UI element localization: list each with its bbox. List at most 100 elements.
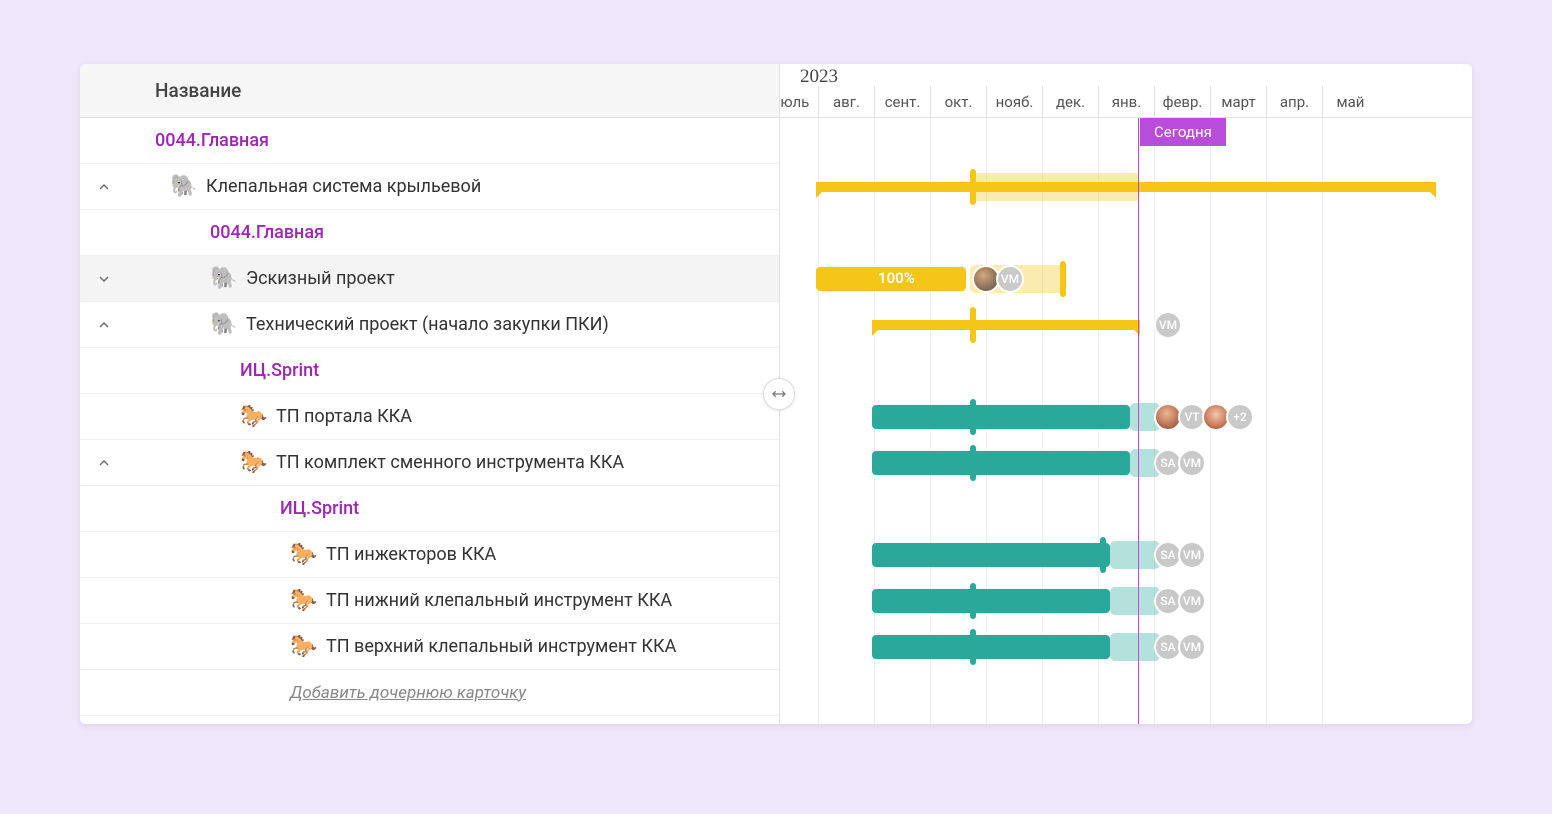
avatar-initials[interactable]: +2 bbox=[1226, 403, 1254, 431]
tree-row-label: Клепальная система крыльевой bbox=[206, 176, 481, 197]
tree-row[interactable]: 🐘 Эскизный проект bbox=[80, 256, 779, 302]
gantt-task-bar[interactable] bbox=[872, 589, 1110, 613]
month-header: янв. bbox=[1098, 86, 1154, 117]
gantt-row: VT+2 bbox=[780, 394, 1472, 440]
assignee-avatars: VM bbox=[1160, 311, 1182, 339]
gantt-task-bar[interactable] bbox=[872, 635, 1110, 659]
tree-row[interactable]: 🐎 ТП портала ККА bbox=[80, 394, 779, 440]
tree-header: Название bbox=[80, 64, 779, 118]
avatar-initials[interactable]: VM bbox=[1178, 541, 1206, 569]
gantt-task-bar[interactable] bbox=[872, 451, 1130, 475]
tree-row[interactable]: 🐘 Технический проект (начало закупки ПКИ) bbox=[80, 302, 779, 348]
tree-row[interactable]: 🐎 ТП верхний клепальный инструмент ККА bbox=[80, 624, 779, 670]
gantt-bar-progress-text: 100% bbox=[878, 269, 915, 287]
today-badge[interactable]: Сегодня bbox=[1140, 118, 1226, 146]
tree-row-label: ТП нижний клепальный инструмент ККА bbox=[326, 590, 672, 611]
tree-row[interactable]: 🐎 ТП инжекторов ККА bbox=[80, 532, 779, 578]
timeline-header: июльавг.сент.окт.нояб.дек.янв.февр.марта… bbox=[780, 86, 1472, 118]
gantt-progress-marker[interactable] bbox=[1060, 261, 1066, 297]
gantt-progress-marker[interactable] bbox=[970, 399, 976, 435]
horse-icon: 🐎 bbox=[290, 541, 318, 569]
horse-icon: 🐎 bbox=[240, 449, 268, 477]
tree-row-label: Технический проект (начало закупки ПКИ) bbox=[246, 314, 609, 335]
assignee-avatars: SAVM bbox=[1160, 541, 1206, 569]
assignee-avatars: VT+2 bbox=[1160, 403, 1254, 431]
gantt-row: 100% VM bbox=[780, 256, 1472, 302]
gantt-row: SAVM bbox=[780, 532, 1472, 578]
month-header: апр. bbox=[1266, 86, 1322, 117]
horse-icon: 🐎 bbox=[240, 403, 268, 431]
tree-row-label: 0044.Главная bbox=[210, 222, 324, 243]
tree-row[interactable]: 0044.Главная bbox=[80, 118, 779, 164]
gantt-summary-bar[interactable] bbox=[872, 320, 1140, 330]
gantt-row: SAVM bbox=[780, 624, 1472, 670]
gantt-bar-planned bbox=[1110, 633, 1160, 661]
elephant-icon: 🐘 bbox=[210, 311, 238, 339]
gantt-progress-marker[interactable] bbox=[970, 583, 976, 619]
tree-row[interactable]: 🐎 ТП нижний клепальный инструмент ККА bbox=[80, 578, 779, 624]
month-header: нояб. bbox=[986, 86, 1042, 117]
gantt-progress-marker[interactable] bbox=[970, 445, 976, 481]
assignee-avatars: SAVM bbox=[1160, 449, 1206, 477]
panel-resize-handle[interactable] bbox=[763, 378, 795, 410]
horse-icon: 🐎 bbox=[290, 633, 318, 661]
gantt-summary-bar[interactable] bbox=[816, 182, 1436, 192]
gantt-row bbox=[780, 164, 1472, 210]
month-header: окт. bbox=[930, 86, 986, 117]
tree-row[interactable]: 🐎 ТП комплект сменного инструмента ККА bbox=[80, 440, 779, 486]
gantt-window: Название 0044.Главная🐘Клепальная система… bbox=[80, 64, 1472, 724]
horse-icon: 🐎 bbox=[290, 587, 318, 615]
today-label: Сегодня bbox=[1154, 123, 1212, 141]
tree-row-label: 0044.Главная bbox=[155, 130, 269, 151]
gantt-progress-marker[interactable] bbox=[970, 169, 976, 205]
tree-row-label: ТП верхний клепальный инструмент ККА bbox=[326, 636, 676, 657]
avatar-initials[interactable]: VM bbox=[1178, 633, 1206, 661]
timeline-year: 2023 bbox=[800, 66, 838, 88]
avatar-initials[interactable]: VM bbox=[1154, 311, 1182, 339]
avatar-initials[interactable]: VM bbox=[1178, 449, 1206, 477]
tree-row[interactable]: ИЦ.Sprint bbox=[80, 486, 779, 532]
timeline-panel: 2023 июльавг.сент.окт.нояб.дек.янв.февр.… bbox=[780, 64, 1472, 724]
gantt-task-bar[interactable] bbox=[872, 405, 1130, 429]
chevron-down-icon[interactable] bbox=[90, 265, 118, 293]
avatar-initials[interactable]: VM bbox=[1178, 587, 1206, 615]
gantt-progress-marker[interactable] bbox=[1100, 537, 1106, 573]
assignee-avatars: VM bbox=[978, 265, 1024, 293]
gantt-row: SAVM bbox=[780, 578, 1472, 624]
tree-row-label: ИЦ.Sprint bbox=[280, 498, 359, 519]
tree-row[interactable]: ИЦ.Sprint bbox=[80, 348, 779, 394]
chevron-up-icon[interactable] bbox=[90, 449, 118, 477]
elephant-icon: 🐘 bbox=[210, 265, 238, 293]
assignee-avatars: SAVM bbox=[1160, 633, 1206, 661]
month-header: июль bbox=[780, 86, 818, 117]
avatar-initials[interactable]: VM bbox=[996, 265, 1024, 293]
tree-row-label: ИЦ.Sprint bbox=[240, 360, 319, 381]
month-header: авг. bbox=[818, 86, 874, 117]
tree-panel: Название 0044.Главная🐘Клепальная система… bbox=[80, 64, 780, 724]
chevron-up-icon[interactable] bbox=[90, 311, 118, 339]
chevron-up-icon[interactable] bbox=[90, 173, 118, 201]
gantt-progress-marker[interactable] bbox=[970, 307, 976, 343]
tree-row[interactable]: Добавить дочернюю карточку bbox=[80, 670, 779, 716]
today-line bbox=[1138, 118, 1139, 724]
tree-row[interactable]: 0044.Главная bbox=[80, 210, 779, 256]
month-header: дек. bbox=[1042, 86, 1098, 117]
tree-row-label: ТП портала ККА bbox=[276, 406, 412, 427]
tree-row-label: ТП инжекторов ККА bbox=[326, 544, 496, 565]
month-header: сент. bbox=[874, 86, 930, 117]
assignee-avatars: SAVM bbox=[1160, 587, 1206, 615]
tree-row-label: Эскизный проект bbox=[246, 268, 395, 289]
gantt-task-bar[interactable] bbox=[872, 543, 1110, 567]
gantt-bar-planned bbox=[1110, 587, 1160, 615]
gantt-row: VM bbox=[780, 302, 1472, 348]
gantt-row: SAVM bbox=[780, 440, 1472, 486]
timeline-body: Сегодня 100% VM VM VT+2 SAVM SAVM SAVM SAVM bbox=[780, 118, 1472, 724]
add-child-link[interactable]: Добавить дочернюю карточку bbox=[290, 683, 526, 703]
month-header: март bbox=[1210, 86, 1266, 117]
tree-row-label: ТП комплект сменного инструмента ККА bbox=[276, 452, 624, 473]
gantt-progress-marker[interactable] bbox=[970, 629, 976, 665]
month-header: февр. bbox=[1154, 86, 1210, 117]
month-header: май bbox=[1322, 86, 1378, 117]
tree-header-label: Название bbox=[155, 79, 241, 102]
tree-row[interactable]: 🐘Клепальная система крыльевой bbox=[80, 164, 779, 210]
